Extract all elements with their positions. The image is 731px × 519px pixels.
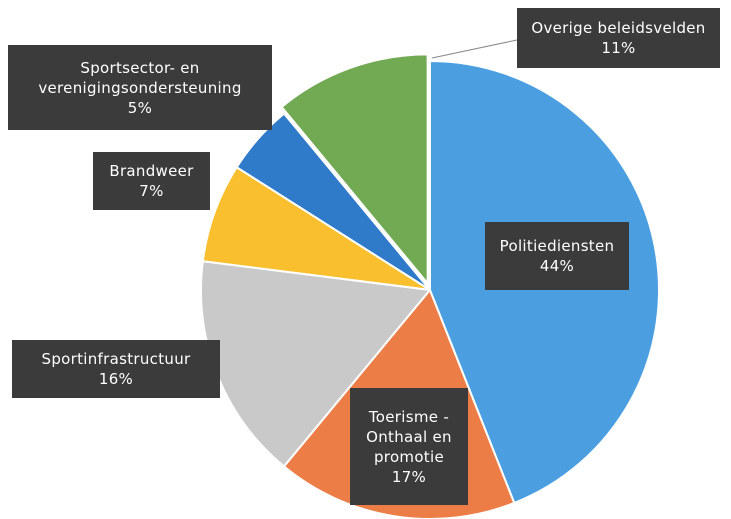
slice-value: 7% [139, 182, 164, 200]
slice-label: Brandweer 7% [93, 152, 210, 210]
slice-name: Toerisme - Onthaal en promotie [366, 407, 452, 466]
slice-value: 44% [539, 257, 575, 275]
slice-label: Toerisme - Onthaal en promotie 17% [350, 388, 468, 505]
slice-label: Politiediensten 44% [485, 222, 629, 290]
slice-value: 17% [391, 467, 427, 486]
slice-name: Overige beleidsvelden [531, 19, 706, 37]
slice-label: Overige beleidsvelden 11% [517, 8, 720, 68]
slice-value: 5% [127, 98, 153, 117]
slice-name: Politiediensten [499, 237, 615, 255]
slice-name: Sportinfrastructuur [41, 350, 191, 368]
slice-label: Sportsector- en verenigingsondersteuning… [8, 45, 272, 130]
leader-line [431, 39, 518, 59]
slice-name: Brandweer [109, 162, 194, 180]
pie-slice [280, 53, 429, 287]
slice-name: Sportsector- en verenigingsondersteuning [38, 58, 242, 97]
slice-value: 11% [601, 39, 636, 57]
slice-value: 16% [98, 370, 134, 388]
slice-label: Sportinfrastructuur 16% [12, 340, 220, 398]
